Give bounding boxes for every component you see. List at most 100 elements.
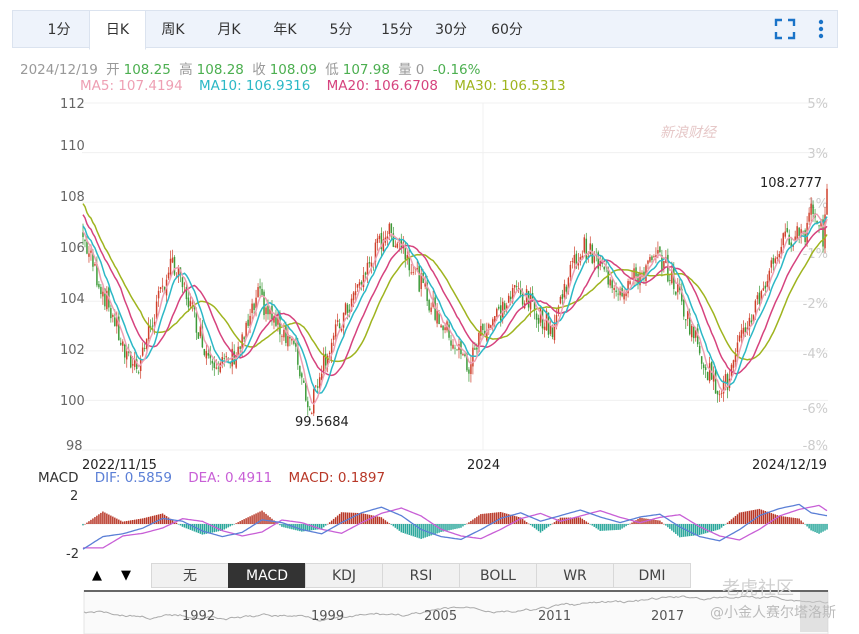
indicator-tab-none[interactable]: 无 — [151, 563, 229, 588]
candle-body — [549, 324, 552, 334]
navigator-selection-handle[interactable] — [800, 592, 828, 632]
ma5-value: MA5: 107.4194 — [80, 78, 183, 94]
tab-daily-k[interactable]: 日K — [89, 10, 146, 50]
macd-header: MACD DIF: 0.5859 DEA: 0.4911 MACD: 0.189… — [38, 470, 397, 486]
macd-bar — [798, 518, 800, 524]
candle-body — [185, 287, 188, 300]
macd-bar — [792, 517, 794, 524]
tab-15min[interactable]: 15分 — [381, 22, 413, 38]
tab-1min[interactable]: 1分 — [47, 22, 71, 38]
candle-body — [281, 335, 283, 337]
candle-body — [98, 284, 100, 288]
macd-bar — [529, 524, 532, 526]
macd-bar — [555, 520, 558, 524]
tab-60min[interactable]: 60分 — [491, 22, 523, 38]
macd-bar — [681, 524, 683, 538]
candle-body — [378, 235, 381, 239]
macd-bar — [227, 524, 229, 528]
macd-bar — [394, 524, 397, 528]
candle-body — [551, 326, 554, 338]
candle-body — [408, 254, 410, 271]
ma30-line — [82, 203, 828, 363]
macd-bar — [692, 524, 695, 536]
macd-bar — [362, 513, 365, 524]
candle-body — [346, 304, 349, 313]
candle-body — [336, 320, 339, 323]
indicator-tab-boll[interactable]: BOLL — [459, 563, 537, 588]
indicator-tab-dmi[interactable]: DMI — [613, 563, 691, 588]
macd-bar — [470, 520, 472, 524]
candle-body — [332, 335, 335, 340]
fullscreen-icon[interactable] — [773, 17, 797, 41]
pct-tick-5: 5% — [807, 97, 828, 112]
macd-bar — [631, 522, 633, 524]
macd-bar — [531, 524, 534, 527]
candle-body — [796, 226, 798, 240]
candle-body — [424, 283, 426, 287]
candle-body — [470, 363, 472, 374]
macd-bar — [185, 524, 188, 529]
scroll-up-button[interactable]: ▲ — [92, 568, 102, 583]
more-options-icon[interactable] — [809, 17, 833, 41]
candle-body — [265, 307, 267, 314]
macd-bar — [324, 524, 327, 526]
macd-bar — [551, 523, 554, 525]
indicator-tab-wr[interactable]: WR — [536, 563, 614, 588]
macd-bar — [380, 517, 383, 524]
candle-body — [543, 326, 546, 330]
tab-weekly-k[interactable]: 周K — [161, 22, 185, 38]
macd-bar — [718, 524, 721, 530]
overview-navigator[interactable]: 1992 1999 2005 2011 2017 — [0, 590, 859, 634]
candle-body — [573, 255, 576, 264]
tab-monthly-k[interactable]: 月K — [217, 22, 241, 38]
tab-5min[interactable]: 5分 — [329, 22, 353, 38]
macd-bar — [655, 519, 657, 524]
indicator-tab-kdj[interactable]: KDJ — [305, 563, 383, 588]
macd-chart[interactable]: 2 -2 — [0, 486, 859, 562]
macd-bar — [225, 524, 227, 529]
macd-bar — [488, 513, 490, 524]
candle-body — [195, 312, 198, 333]
candle-body — [756, 295, 759, 300]
macd-bar — [257, 512, 259, 524]
tab-30min[interactable]: 30分 — [435, 22, 467, 38]
macd-bar — [710, 524, 713, 532]
tab-yearly-k[interactable]: 年K — [273, 22, 297, 38]
macd-bar — [609, 524, 611, 531]
candle-body — [714, 369, 717, 394]
candle-body — [722, 380, 725, 394]
macd-bar — [517, 516, 520, 524]
candle-body — [647, 260, 649, 264]
candle-body — [129, 351, 132, 368]
user-watermark: @小金人赛尔塔洛斯 — [710, 605, 836, 621]
macd-bar — [90, 519, 92, 524]
macd-tick-m2: -2 — [66, 547, 79, 562]
open-value: 108.25 — [123, 62, 171, 78]
macd-bar — [428, 524, 430, 537]
candle-body — [267, 305, 269, 315]
candle-body — [116, 316, 118, 327]
macd-bar — [659, 520, 661, 524]
macd-bar — [235, 523, 237, 524]
macd-bar — [762, 510, 765, 524]
macd-bar — [748, 510, 751, 524]
indicator-tab-macd[interactable]: MACD — [228, 563, 306, 588]
macd-bar — [472, 519, 474, 524]
candlestick-chart[interactable]: 112 110 108 106 104 102 100 98 5% 3% 1% … — [0, 95, 859, 480]
macd-bar — [203, 524, 206, 535]
candle-body — [553, 322, 556, 341]
macd-bar — [549, 524, 552, 526]
indicator-tab-rsi[interactable]: RSI — [382, 563, 460, 588]
candle-body — [718, 394, 721, 396]
macd-bar — [374, 515, 377, 524]
candle-body — [94, 264, 96, 266]
candle-body — [500, 305, 502, 321]
candle-body — [663, 261, 665, 268]
scroll-down-button[interactable]: ▼ — [121, 568, 131, 583]
macd-bar — [229, 524, 231, 527]
candle-body — [690, 325, 693, 338]
candle-body — [313, 389, 315, 414]
macd-bar — [84, 524, 86, 525]
macd-bar — [623, 524, 625, 528]
candle-body — [583, 237, 586, 253]
